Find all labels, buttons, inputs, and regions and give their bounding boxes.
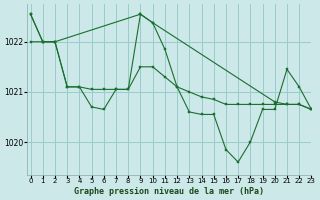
X-axis label: Graphe pression niveau de la mer (hPa): Graphe pression niveau de la mer (hPa)	[74, 187, 264, 196]
